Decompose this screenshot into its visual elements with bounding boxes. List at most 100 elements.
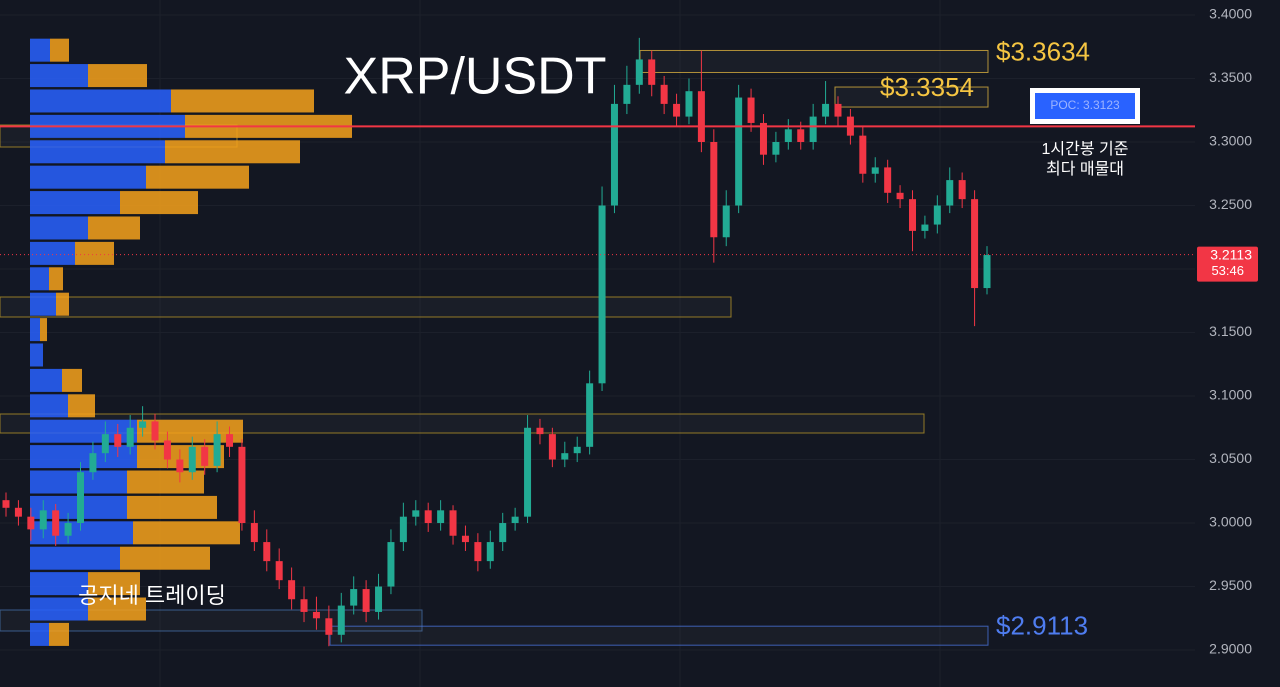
candle-body (747, 97, 755, 123)
profile-sell-bar (62, 368, 82, 392)
profile-sell-bar (88, 572, 140, 596)
candle-body (697, 91, 705, 142)
last-price-tag (1197, 246, 1258, 282)
profile-buy-bar (30, 419, 137, 443)
candle-body (77, 472, 85, 524)
candle-body (586, 383, 594, 447)
candle-body (946, 180, 954, 206)
candle-body (64, 523, 72, 536)
y-tick-label: 3.0000 (1209, 514, 1252, 530)
candle-body (114, 434, 122, 447)
candle-body (971, 199, 979, 289)
candle-body (461, 535, 469, 543)
candle-body (151, 421, 159, 441)
candle-body (52, 510, 60, 536)
candle-body (573, 446, 581, 454)
level-label: $3.3354 (880, 72, 974, 102)
y-tick-label: 3.1000 (1209, 387, 1252, 403)
level-label: $3.3634 (996, 36, 1090, 66)
profile-sell-bar (127, 470, 204, 494)
profile-sell-bar (49, 622, 69, 646)
candle-body (797, 129, 805, 142)
candle-body (722, 205, 730, 238)
candle-body (809, 116, 817, 142)
candle-body (312, 611, 320, 619)
candle-body (871, 167, 879, 174)
poc-note: 최다 매물대 (1046, 160, 1124, 178)
profile-buy-bar (30, 597, 88, 621)
y-tick-label: 3.0500 (1209, 450, 1252, 466)
candle-body (89, 453, 97, 473)
profile-sell-bar (88, 64, 147, 88)
y-tick-label: 3.3500 (1209, 69, 1252, 85)
profile-sell-bar (75, 241, 114, 265)
candle-body (772, 141, 780, 155)
profile-buy-bar (30, 572, 88, 596)
candle-body (337, 605, 345, 635)
candle-body (126, 427, 134, 447)
candle-body (536, 427, 544, 435)
profile-buy-bar (30, 318, 40, 342)
profile-sell-bar (120, 191, 198, 215)
profile-buy-bar (30, 191, 120, 215)
candle-body (424, 510, 432, 524)
profile-buy-bar (30, 394, 68, 418)
candle-body (399, 516, 407, 543)
candle-body (784, 129, 792, 142)
profile-sell-bar (171, 89, 314, 113)
profile-sell-bar (133, 521, 240, 545)
candle-body (499, 523, 507, 543)
candle-body (350, 589, 358, 606)
profile-sell-bar (68, 394, 95, 418)
profile-buy-bar (30, 343, 43, 367)
profile-buy-bar (30, 89, 171, 113)
candle-body (486, 542, 494, 562)
y-tick-label: 2.9500 (1209, 577, 1252, 593)
candle-body (238, 446, 246, 524)
candle-body (201, 446, 209, 466)
candle-body (884, 167, 892, 193)
profile-buy-bar (30, 267, 49, 291)
candle-body (101, 434, 109, 454)
candle-body (362, 589, 370, 612)
candle-body (39, 510, 47, 530)
profile-sell-bar (88, 597, 146, 621)
candle-body (412, 510, 420, 517)
candle-body (250, 523, 258, 543)
candle-body (598, 205, 606, 384)
candle-body (300, 599, 308, 612)
candle-body (27, 516, 35, 530)
last-price-label: 3.2113 (1210, 246, 1252, 262)
poc-label: POC: 3.3123 (1050, 98, 1120, 112)
candle-body (834, 103, 842, 117)
level-zone (329, 625, 989, 646)
candle-body (325, 618, 333, 635)
profile-sell-bar (88, 216, 140, 240)
watermark: 공지네 트레이딩 (78, 583, 226, 608)
candle-body (139, 421, 147, 428)
candle-body (524, 427, 532, 517)
candle-body (648, 59, 656, 85)
level-zone (834, 86, 989, 108)
candle-body (859, 135, 867, 174)
candle-body (660, 84, 668, 104)
profile-buy-bar (30, 292, 56, 316)
y-tick-label: 3.4000 (1209, 6, 1252, 22)
candle-body (213, 434, 221, 466)
poc-note: 1시간봉 기준 (1042, 140, 1129, 158)
profile-buy-bar (30, 546, 120, 570)
candle-body (822, 103, 830, 117)
candle-body (176, 459, 184, 473)
chart-title: XRP/USDT (344, 48, 607, 106)
profile-buy-bar (30, 368, 62, 392)
profile-buy-bar (30, 216, 88, 240)
candle-body (983, 255, 991, 289)
candle-body (387, 542, 395, 587)
poc-box (1035, 93, 1135, 119)
candle-body (437, 510, 445, 524)
y-tick-label: 3.3000 (1209, 133, 1252, 149)
candle-body (685, 91, 693, 117)
y-tick-label: 2.9000 (1209, 641, 1252, 657)
candle-body (511, 516, 519, 524)
